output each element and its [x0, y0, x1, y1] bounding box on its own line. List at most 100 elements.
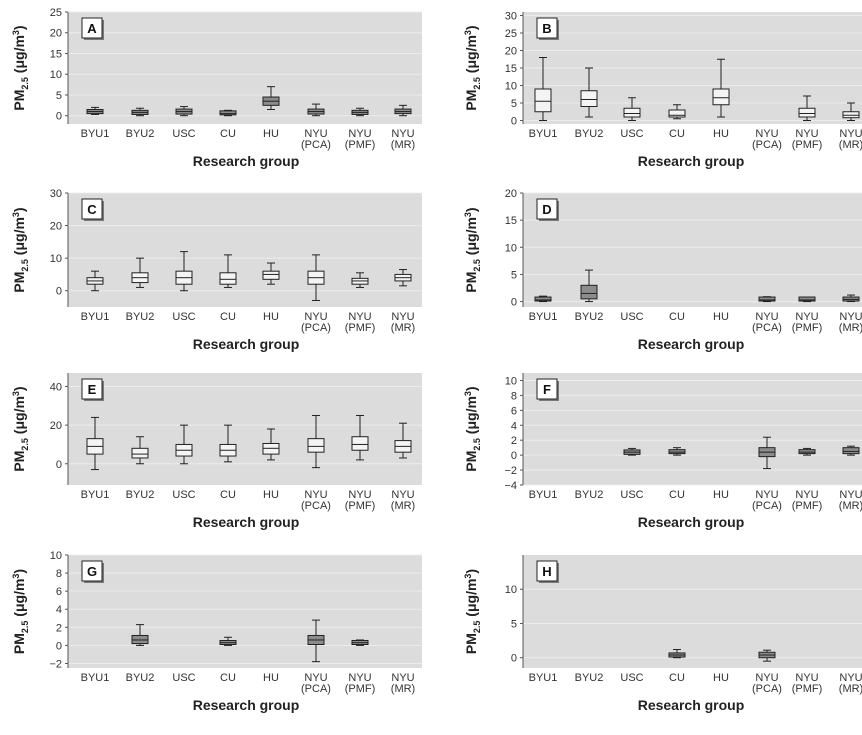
x-axis-title: Research group: [193, 153, 300, 169]
y-tick-label: 2: [511, 435, 517, 447]
box-usc: [175, 251, 193, 292]
box-nyu-pmf-: [351, 107, 369, 117]
y-tick-label: 20: [50, 221, 62, 233]
y-tick-label: 30: [50, 188, 62, 200]
x-tick-label: CU: [220, 489, 236, 501]
x-tick-label: USC: [620, 311, 643, 323]
x-tick-label: USC: [172, 311, 195, 323]
x-axis-title: Research group: [193, 697, 300, 713]
y-tick-label: 0: [56, 111, 62, 123]
y-axis-label: PM2.5 (μg/m3): [463, 569, 482, 654]
y-tick-label: 15: [505, 63, 517, 75]
x-tick-label: HU: [713, 128, 729, 140]
plot-background: [68, 555, 422, 668]
y-tick-label: 20: [505, 188, 517, 200]
x-tick-label: HU: [263, 128, 279, 140]
y-tick-label: 0: [511, 653, 517, 665]
box-nyu-mr-: [842, 294, 860, 303]
y-tick-label: 10: [505, 242, 517, 254]
panel-d: 0 5 10 15 20 D PM2.5 (μg/m3) BYU1 BYU2 USC CU HU NYU…: [463, 188, 862, 352]
box-nyu-pca-: [307, 103, 325, 117]
panel-letter-box: [81, 17, 103, 39]
box-nyu-pmf-: [351, 272, 369, 288]
panel-letter: C: [87, 202, 97, 217]
x-tick-label: BYU1: [81, 672, 110, 684]
y-tick-label: 0: [56, 286, 62, 298]
box-iqr: [534, 296, 552, 302]
y-tick-label: 4: [56, 604, 62, 616]
x-tick-label: NYU (PMF): [792, 672, 823, 695]
plot-background: [68, 373, 422, 485]
y-tick-label: 8: [511, 390, 517, 402]
y-axis-label: PM2.5 (μg/m3): [11, 207, 30, 292]
panel-letter: H: [542, 564, 551, 579]
y-axis-label: PM2.5 (μg/m3): [463, 25, 482, 110]
x-tick-label: USC: [620, 489, 643, 501]
x-axis-title: Research group: [638, 153, 745, 169]
box-iqr: [307, 438, 325, 453]
box-iqr: [580, 90, 598, 107]
x-tick-label: NYU (PCA): [752, 489, 782, 512]
panel-letter-box: [81, 378, 103, 400]
x-tick-label: HU: [263, 489, 279, 501]
y-axis-label: PM2.5 (μg/m3): [11, 25, 30, 110]
y-tick-label: 0: [511, 450, 517, 462]
box-byu2: [131, 436, 149, 465]
y-tick-label: 4: [511, 420, 517, 432]
x-axis-title: Research group: [638, 336, 745, 352]
box-iqr: [712, 88, 730, 106]
x-tick-label: NYU (MR): [391, 128, 415, 151]
box-nyu-pmf-: [351, 414, 369, 461]
y-tick-label: 0: [511, 297, 517, 309]
box-nyu-pmf-: [798, 447, 816, 456]
y-tick-label: −2: [49, 658, 62, 670]
x-tick-label: NYU (PMF): [345, 672, 376, 695]
x-tick-label: HU: [713, 489, 729, 501]
x-tick-label: HU: [713, 311, 729, 323]
y-tick-label: −2: [504, 465, 517, 477]
box-cu: [668, 649, 686, 659]
y-tick-label: 6: [511, 405, 517, 417]
box-usc: [623, 97, 641, 121]
panel-letter-box: [536, 560, 558, 582]
box-cu: [219, 424, 237, 463]
box-iqr: [262, 270, 280, 280]
y-tick-label: 15: [50, 48, 62, 60]
x-tick-label: NYU (MR): [391, 672, 415, 695]
x-tick-label: BYU1: [529, 128, 558, 140]
box-byu1: [86, 270, 104, 292]
box-usc: [623, 447, 641, 456]
y-tick-label: 10: [50, 550, 62, 562]
x-tick-label: CU: [669, 128, 685, 140]
x-tick-label: BYU2: [575, 311, 604, 323]
y-tick-label: −4: [504, 480, 517, 492]
x-tick-label: NYU (MR): [391, 311, 415, 334]
box-nyu-pca-: [307, 254, 325, 301]
plot-background: [523, 555, 862, 668]
x-tick-label: CU: [220, 128, 236, 140]
box-nyu-mr-: [394, 422, 412, 459]
box-iqr: [798, 107, 816, 118]
x-tick-label: NYU (MR): [839, 489, 862, 512]
y-tick-label: 5: [511, 269, 517, 281]
y-axis-label: PM2.5 (μg/m3): [11, 386, 30, 471]
box-cu: [668, 447, 686, 456]
box-iqr: [131, 447, 149, 459]
box-iqr: [580, 284, 598, 300]
x-tick-label: CU: [220, 311, 236, 323]
box-hu: [262, 428, 280, 461]
x-tick-label: CU: [220, 672, 236, 684]
box-cu: [219, 109, 237, 117]
plot-background: [68, 193, 422, 307]
panel-letter-box: [81, 198, 103, 220]
x-tick-label: BYU1: [529, 311, 558, 323]
panel-letter-box: [536, 17, 558, 39]
panel-letter: F: [543, 382, 551, 397]
box-iqr: [842, 111, 860, 119]
x-tick-label: NYU (PMF): [792, 489, 823, 512]
box-iqr: [623, 107, 641, 118]
box-iqr: [798, 296, 816, 302]
x-tick-label: NYU (MR): [839, 672, 862, 695]
box-byu1: [86, 416, 104, 471]
y-tick-label: 0: [56, 640, 62, 652]
